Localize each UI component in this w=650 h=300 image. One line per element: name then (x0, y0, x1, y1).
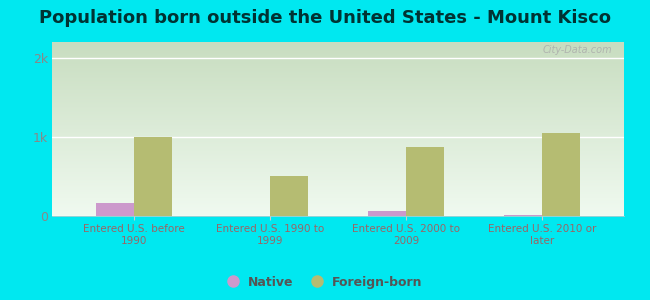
Bar (406, 147, 444, 216)
Bar (270, 176, 308, 216)
Bar (134, 137, 172, 216)
Bar (96, 202, 134, 216)
Bar (504, 215, 542, 216)
Bar (542, 133, 580, 216)
Text: City-Data.com: City-Data.com (543, 46, 612, 56)
Legend: Native, Foreign-born: Native, Foreign-born (222, 271, 428, 294)
Bar (368, 211, 406, 216)
Text: Population born outside the United States - Mount Kisco: Population born outside the United State… (39, 9, 611, 27)
